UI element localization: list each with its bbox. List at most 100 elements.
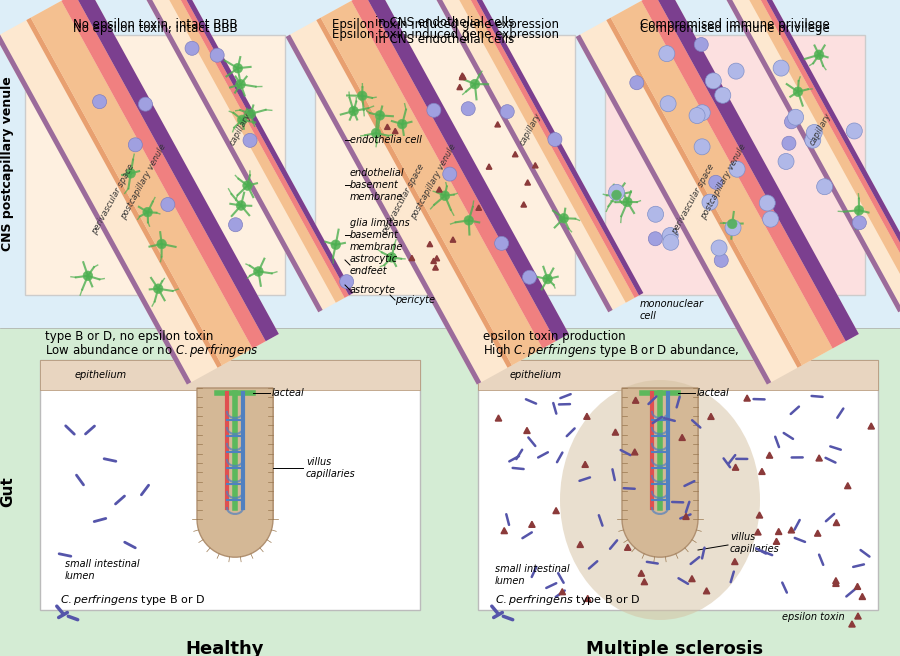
Circle shape [523, 270, 536, 284]
Polygon shape [788, 527, 795, 533]
Polygon shape [285, 0, 569, 384]
Circle shape [623, 197, 632, 207]
FancyBboxPatch shape [0, 0, 900, 328]
Circle shape [357, 91, 367, 100]
Ellipse shape [560, 380, 760, 620]
Circle shape [331, 240, 340, 249]
Circle shape [702, 194, 718, 210]
Polygon shape [392, 129, 398, 134]
Circle shape [711, 240, 727, 256]
Circle shape [139, 97, 152, 111]
Polygon shape [641, 579, 648, 584]
Circle shape [694, 139, 710, 155]
Polygon shape [707, 0, 900, 312]
Polygon shape [584, 596, 591, 602]
Circle shape [760, 195, 775, 211]
Polygon shape [844, 483, 851, 489]
Polygon shape [75, 0, 279, 341]
Polygon shape [444, 0, 639, 298]
Polygon shape [316, 18, 512, 368]
Polygon shape [431, 258, 436, 264]
Text: postcapillary venule: postcapillary venule [120, 142, 168, 221]
Circle shape [500, 105, 514, 119]
Circle shape [243, 133, 257, 148]
FancyBboxPatch shape [478, 360, 878, 610]
Circle shape [778, 154, 794, 169]
Circle shape [846, 123, 862, 139]
Polygon shape [755, 529, 761, 535]
Circle shape [788, 110, 804, 125]
Polygon shape [744, 395, 751, 401]
Polygon shape [521, 202, 526, 207]
Text: endothelial
basement
membrane: endothelial basement membrane [350, 169, 405, 201]
Text: Gut: Gut [1, 477, 15, 507]
Circle shape [785, 115, 798, 129]
Polygon shape [457, 85, 463, 90]
Polygon shape [607, 18, 802, 368]
Circle shape [246, 109, 256, 119]
Circle shape [729, 161, 745, 177]
Polygon shape [0, 35, 191, 384]
Text: No epsilon toxin, intact BBB: No epsilon toxin, intact BBB [73, 18, 238, 31]
Polygon shape [577, 541, 583, 547]
FancyBboxPatch shape [315, 35, 575, 295]
Polygon shape [816, 455, 823, 461]
Text: glia limitans
basement
membrane: glia limitans basement membrane [350, 218, 410, 252]
Circle shape [339, 275, 354, 289]
Polygon shape [732, 558, 738, 565]
Polygon shape [26, 18, 222, 368]
Polygon shape [285, 35, 482, 384]
Text: small intestinal
lumen: small intestinal lumen [495, 564, 570, 586]
Text: pericyte: pericyte [395, 295, 435, 305]
Polygon shape [854, 583, 860, 589]
Polygon shape [0, 0, 279, 384]
Text: Epsilon toxin induced gene expression: Epsilon toxin induced gene expression [331, 28, 559, 41]
Polygon shape [855, 613, 861, 619]
Text: $\it{C. perfringens}$ type B or D: $\it{C. perfringens}$ type B or D [60, 593, 205, 607]
Text: Healthy: Healthy [185, 640, 265, 656]
Polygon shape [683, 514, 689, 520]
Text: type B or D, no epsilon toxin: type B or D, no epsilon toxin [45, 330, 213, 343]
Circle shape [715, 253, 728, 268]
Text: endothelia cell: endothelia cell [350, 135, 422, 145]
Polygon shape [436, 187, 442, 192]
FancyBboxPatch shape [40, 360, 420, 390]
Circle shape [153, 284, 163, 293]
Polygon shape [450, 237, 455, 242]
Text: postcapillary venule: postcapillary venule [410, 142, 458, 221]
Circle shape [728, 63, 744, 79]
Polygon shape [868, 423, 875, 429]
Text: villus
capillaries: villus capillaries [306, 457, 356, 479]
Circle shape [662, 234, 679, 251]
Circle shape [805, 133, 821, 148]
Circle shape [211, 48, 224, 62]
Polygon shape [553, 508, 559, 514]
Polygon shape [476, 205, 482, 211]
Polygon shape [633, 397, 639, 403]
Circle shape [238, 115, 247, 125]
FancyBboxPatch shape [622, 388, 635, 519]
Polygon shape [61, 0, 266, 348]
Polygon shape [153, 0, 349, 298]
Text: small intestinal
lumen: small intestinal lumen [65, 559, 140, 581]
Polygon shape [461, 74, 466, 79]
FancyBboxPatch shape [197, 388, 211, 519]
Circle shape [375, 111, 384, 120]
Polygon shape [512, 152, 518, 157]
Polygon shape [351, 0, 555, 348]
Text: No epsilon toxin, intact BBB: No epsilon toxin, intact BBB [73, 22, 238, 35]
Polygon shape [486, 164, 492, 169]
Text: perivascular space: perivascular space [670, 162, 716, 236]
Text: astrocytic
endfeet: astrocytic endfeet [350, 254, 398, 276]
Polygon shape [31, 1, 253, 365]
Polygon shape [145, 0, 345, 302]
Polygon shape [495, 415, 501, 421]
Circle shape [398, 119, 407, 129]
Text: lacteal: lacteal [272, 388, 305, 398]
Polygon shape [832, 578, 839, 584]
Polygon shape [525, 180, 530, 185]
Polygon shape [832, 581, 839, 586]
Text: capillary: capillary [228, 111, 253, 147]
Circle shape [157, 239, 166, 249]
Text: epithelium: epithelium [75, 370, 127, 380]
